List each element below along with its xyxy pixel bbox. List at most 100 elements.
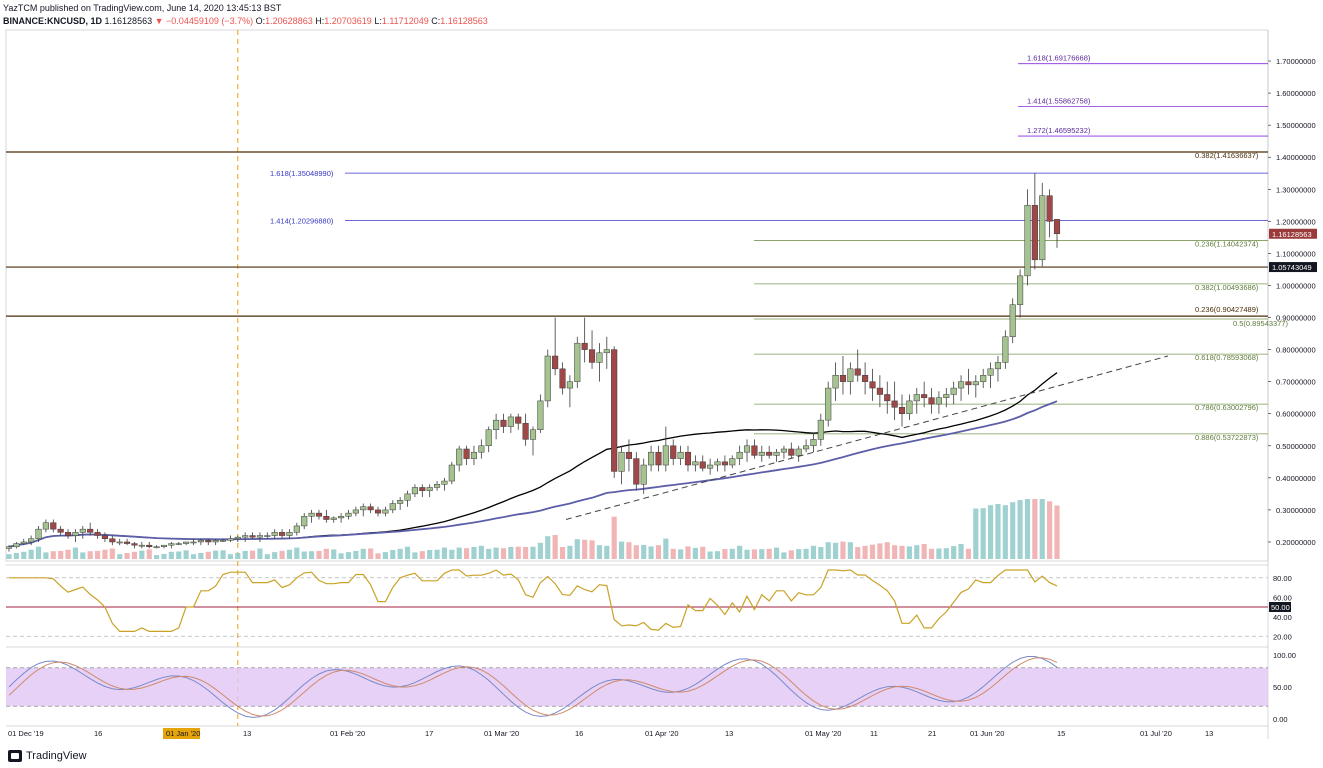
volume-bar (323, 548, 329, 559)
volume-bar (825, 542, 831, 559)
volume-bar (744, 549, 750, 559)
candle-body (434, 484, 441, 488)
volume-bar (220, 550, 226, 559)
price-tick-label: 0.20000000 (1276, 538, 1316, 547)
volume-bar (796, 549, 802, 559)
candle-body (876, 387, 883, 395)
volume-bar (1054, 505, 1060, 559)
stoch-axis-label: 0.00 (1273, 715, 1288, 724)
candle-body (1053, 219, 1061, 235)
candle-body (249, 535, 256, 538)
volume-bar (1024, 499, 1031, 559)
candle-body (943, 394, 950, 398)
candle-body (603, 349, 610, 354)
candle-body (242, 535, 249, 538)
volume-bar (50, 551, 56, 559)
candle-body (411, 487, 418, 495)
volume-bar (523, 547, 529, 559)
candle-body (847, 368, 854, 382)
volume-bar (906, 546, 912, 559)
rsi-axis-label: 20.00 (1273, 632, 1292, 641)
fib-extension-label-right: 1.272(1.46595232) (1027, 126, 1091, 135)
change-arrow: ▼ (154, 16, 164, 26)
stoch-axis-label: 50.00 (1273, 683, 1292, 692)
candle-body (109, 538, 116, 543)
candle-body (301, 516, 308, 527)
time-axis-label: 01 Jan '20 (166, 729, 200, 738)
volume-bar (582, 539, 588, 559)
time-axis-label: 21 (928, 729, 936, 738)
candle-body (212, 540, 219, 543)
candle-body (131, 543, 138, 546)
time-axis-label: 01 Dec '19 (8, 729, 44, 738)
candle-body (367, 506, 374, 511)
candle-body (515, 416, 522, 424)
volume-bar (781, 552, 787, 559)
candle-body (124, 541, 131, 544)
candle-body (773, 451, 780, 456)
stoch-d-line (8, 657, 1058, 717)
volume-bar (404, 546, 411, 559)
volume-bar (382, 552, 388, 559)
rsi-axis-label: 50.00 (1271, 603, 1290, 612)
candle-body (293, 525, 300, 533)
candle-body (404, 493, 411, 501)
candle-body (470, 451, 478, 459)
volume-bar (286, 549, 293, 559)
candle-body (493, 419, 500, 431)
candle-body (825, 387, 832, 421)
high-label: H: (315, 16, 325, 26)
candle-body (1031, 205, 1038, 261)
volume-bar (855, 547, 861, 559)
fib-extension-label: 1.414(1.20296880) (270, 216, 334, 225)
volume-bar (589, 540, 595, 559)
volume-bar (862, 545, 868, 559)
candle-body (279, 532, 286, 536)
candle-body (197, 540, 204, 543)
candle-body (345, 512, 352, 517)
volume-bar (301, 551, 307, 559)
volume-bar (154, 555, 160, 559)
volume-bar (58, 550, 64, 559)
candle-body (958, 381, 965, 389)
volume-bar (648, 546, 654, 559)
volume-bar (456, 547, 462, 559)
volume-bar (65, 549, 71, 559)
rsi-axis-label: 40.00 (1273, 613, 1292, 622)
last-price-badge: 1.16128563 (1272, 230, 1312, 239)
candle-body (153, 546, 160, 549)
candle-body (854, 368, 861, 376)
volume-bar (109, 548, 115, 559)
price-tick-label: 1.60000000 (1276, 89, 1316, 98)
candle-body (788, 448, 795, 456)
volume-bar (552, 535, 558, 559)
price-chart[interactable]: 1.70000000 1.60000000 1.50000000 1.40000000… (0, 28, 1323, 740)
last-price-badge-bg (1269, 228, 1317, 239)
volume-bar (427, 550, 433, 559)
candle-body (28, 538, 35, 543)
volume-bar (847, 542, 853, 559)
volume-bar (515, 546, 521, 559)
low-value: 1.11712049 (381, 16, 429, 26)
fib-retracement-label: 0.786(0.63002796) (1195, 403, 1259, 412)
fib-retracement-label: 0.236(0.90427489) (1195, 305, 1259, 314)
candle-body (441, 480, 448, 485)
tradingview-logo-icon (8, 750, 22, 762)
candle-body (980, 374, 987, 382)
volume-bar (508, 547, 514, 559)
candle-body (389, 503, 396, 511)
candle-body (138, 544, 145, 547)
volume-bar (419, 551, 425, 559)
candle-body (721, 461, 728, 466)
rsi-line (9, 569, 1058, 633)
candle-body (537, 400, 544, 430)
fib-retracement-label: 0.236(1.14042374) (1195, 239, 1259, 248)
candle-body (271, 532, 278, 536)
volume-bar (94, 550, 101, 559)
candle-body (780, 448, 787, 453)
price-tick-label: 1.50000000 (1276, 121, 1316, 130)
fib-retracement-label: 0.382(1.00493686) (1195, 283, 1259, 292)
candle-body (677, 451, 684, 459)
close-value: 1.16128563 (440, 16, 488, 26)
chart-header: YazTCM published on TradingView.com, Jun… (3, 2, 488, 28)
